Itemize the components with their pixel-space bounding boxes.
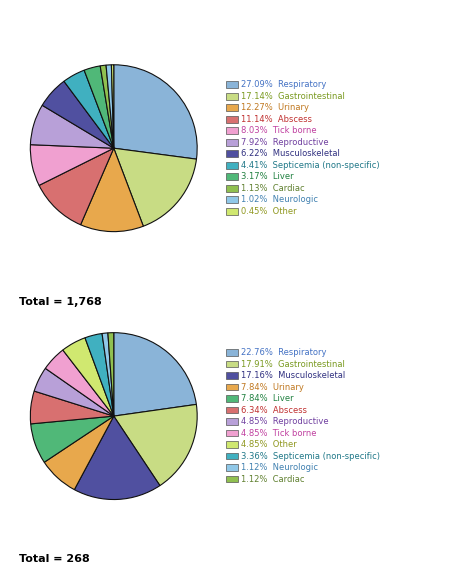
Text: Total = 1,768: Total = 1,768	[19, 297, 102, 307]
Wedge shape	[102, 333, 114, 416]
Wedge shape	[81, 148, 143, 231]
Wedge shape	[114, 333, 196, 416]
Wedge shape	[30, 391, 114, 424]
Wedge shape	[31, 416, 114, 462]
Wedge shape	[108, 333, 114, 416]
Wedge shape	[64, 70, 114, 148]
Wedge shape	[44, 416, 114, 490]
Legend: 27.09%  Respiratory, 17.14%  Gastrointestinal, 12.27%  Urinary, 11.14%  Abscess,: 27.09% Respiratory, 17.14% Gastrointesti…	[227, 80, 380, 216]
Wedge shape	[111, 65, 114, 148]
Wedge shape	[63, 338, 114, 416]
Wedge shape	[114, 65, 197, 159]
Wedge shape	[34, 368, 114, 416]
Text: Total = 268: Total = 268	[19, 553, 90, 564]
Wedge shape	[30, 105, 114, 148]
Wedge shape	[106, 65, 114, 148]
Legend: 22.76%  Respiratory, 17.91%  Gastrointestinal, 17.16%  Musculoskeletal, 7.84%  U: 22.76% Respiratory, 17.91% Gastrointesti…	[227, 348, 380, 484]
Wedge shape	[30, 145, 114, 185]
Wedge shape	[46, 350, 114, 416]
Wedge shape	[85, 333, 114, 416]
Wedge shape	[84, 66, 114, 148]
Wedge shape	[114, 148, 196, 226]
Wedge shape	[39, 148, 114, 225]
Wedge shape	[42, 82, 114, 148]
Wedge shape	[114, 404, 197, 486]
Wedge shape	[100, 65, 114, 148]
Wedge shape	[74, 416, 160, 499]
